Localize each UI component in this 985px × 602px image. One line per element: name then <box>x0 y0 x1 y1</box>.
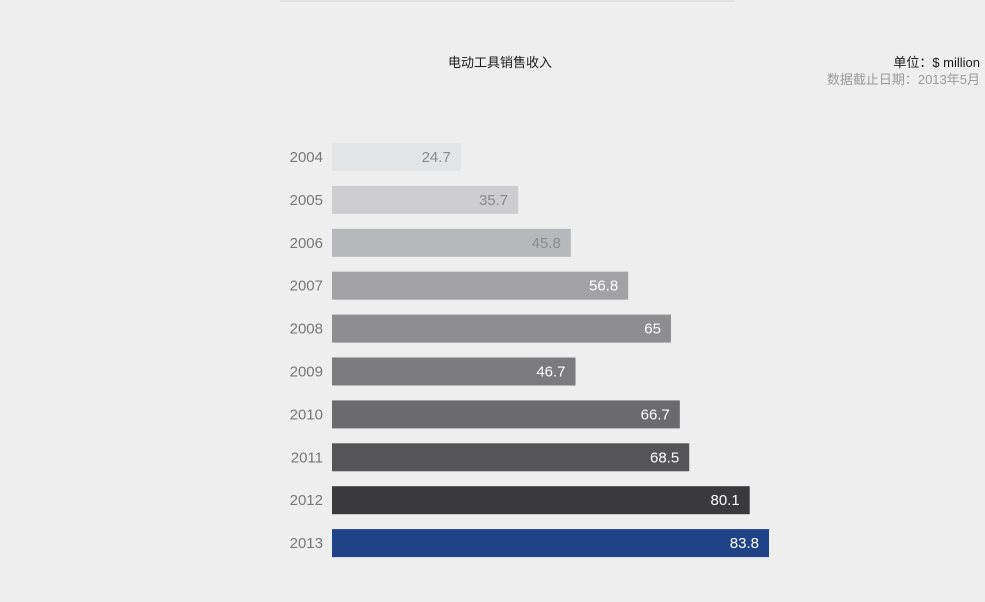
value-label-2010: 66.7 <box>641 406 670 423</box>
category-label-2006: 2006 <box>290 235 323 252</box>
bar-2013 <box>332 529 769 558</box>
value-label-2012: 80.1 <box>711 492 740 509</box>
bar-2005 <box>332 185 519 214</box>
value-label-2004: 24.7 <box>422 149 451 166</box>
category-label-2009: 2009 <box>290 364 323 381</box>
value-label-2009: 46.7 <box>536 364 565 381</box>
category-label-2004: 2004 <box>290 149 323 166</box>
chart-title: 电动工具销售收入 <box>447 55 552 70</box>
category-label-2005: 2005 <box>290 192 323 209</box>
top-divider <box>280 0 735 2</box>
value-label-2011: 68.5 <box>650 449 679 466</box>
bar-2006 <box>332 228 571 257</box>
bar-2008 <box>332 314 671 343</box>
category-label-2012: 2012 <box>290 492 323 509</box>
unit-note: 单位：$ million <box>893 55 980 70</box>
category-label-2013: 2013 <box>290 535 323 552</box>
value-label-2008: 65 <box>644 321 661 338</box>
category-label-2008: 2008 <box>290 321 323 338</box>
value-label-2007: 56.8 <box>589 278 618 295</box>
category-label-2011: 2011 <box>291 449 323 466</box>
value-label-2013: 83.8 <box>730 535 759 552</box>
bar-2010 <box>332 400 680 429</box>
bar-2012 <box>332 486 750 515</box>
bar-2009 <box>332 357 576 386</box>
value-label-2005: 35.7 <box>479 192 508 209</box>
category-label-2007: 2007 <box>290 278 323 295</box>
value-label-2006: 45.8 <box>532 235 561 252</box>
bar-2007 <box>332 271 629 300</box>
bar-2011 <box>332 443 690 472</box>
bar-2004 <box>332 143 461 171</box>
category-label-2010: 2010 <box>290 406 323 423</box>
data-date-note: 数据截止日期：2013年5月 <box>826 72 980 87</box>
